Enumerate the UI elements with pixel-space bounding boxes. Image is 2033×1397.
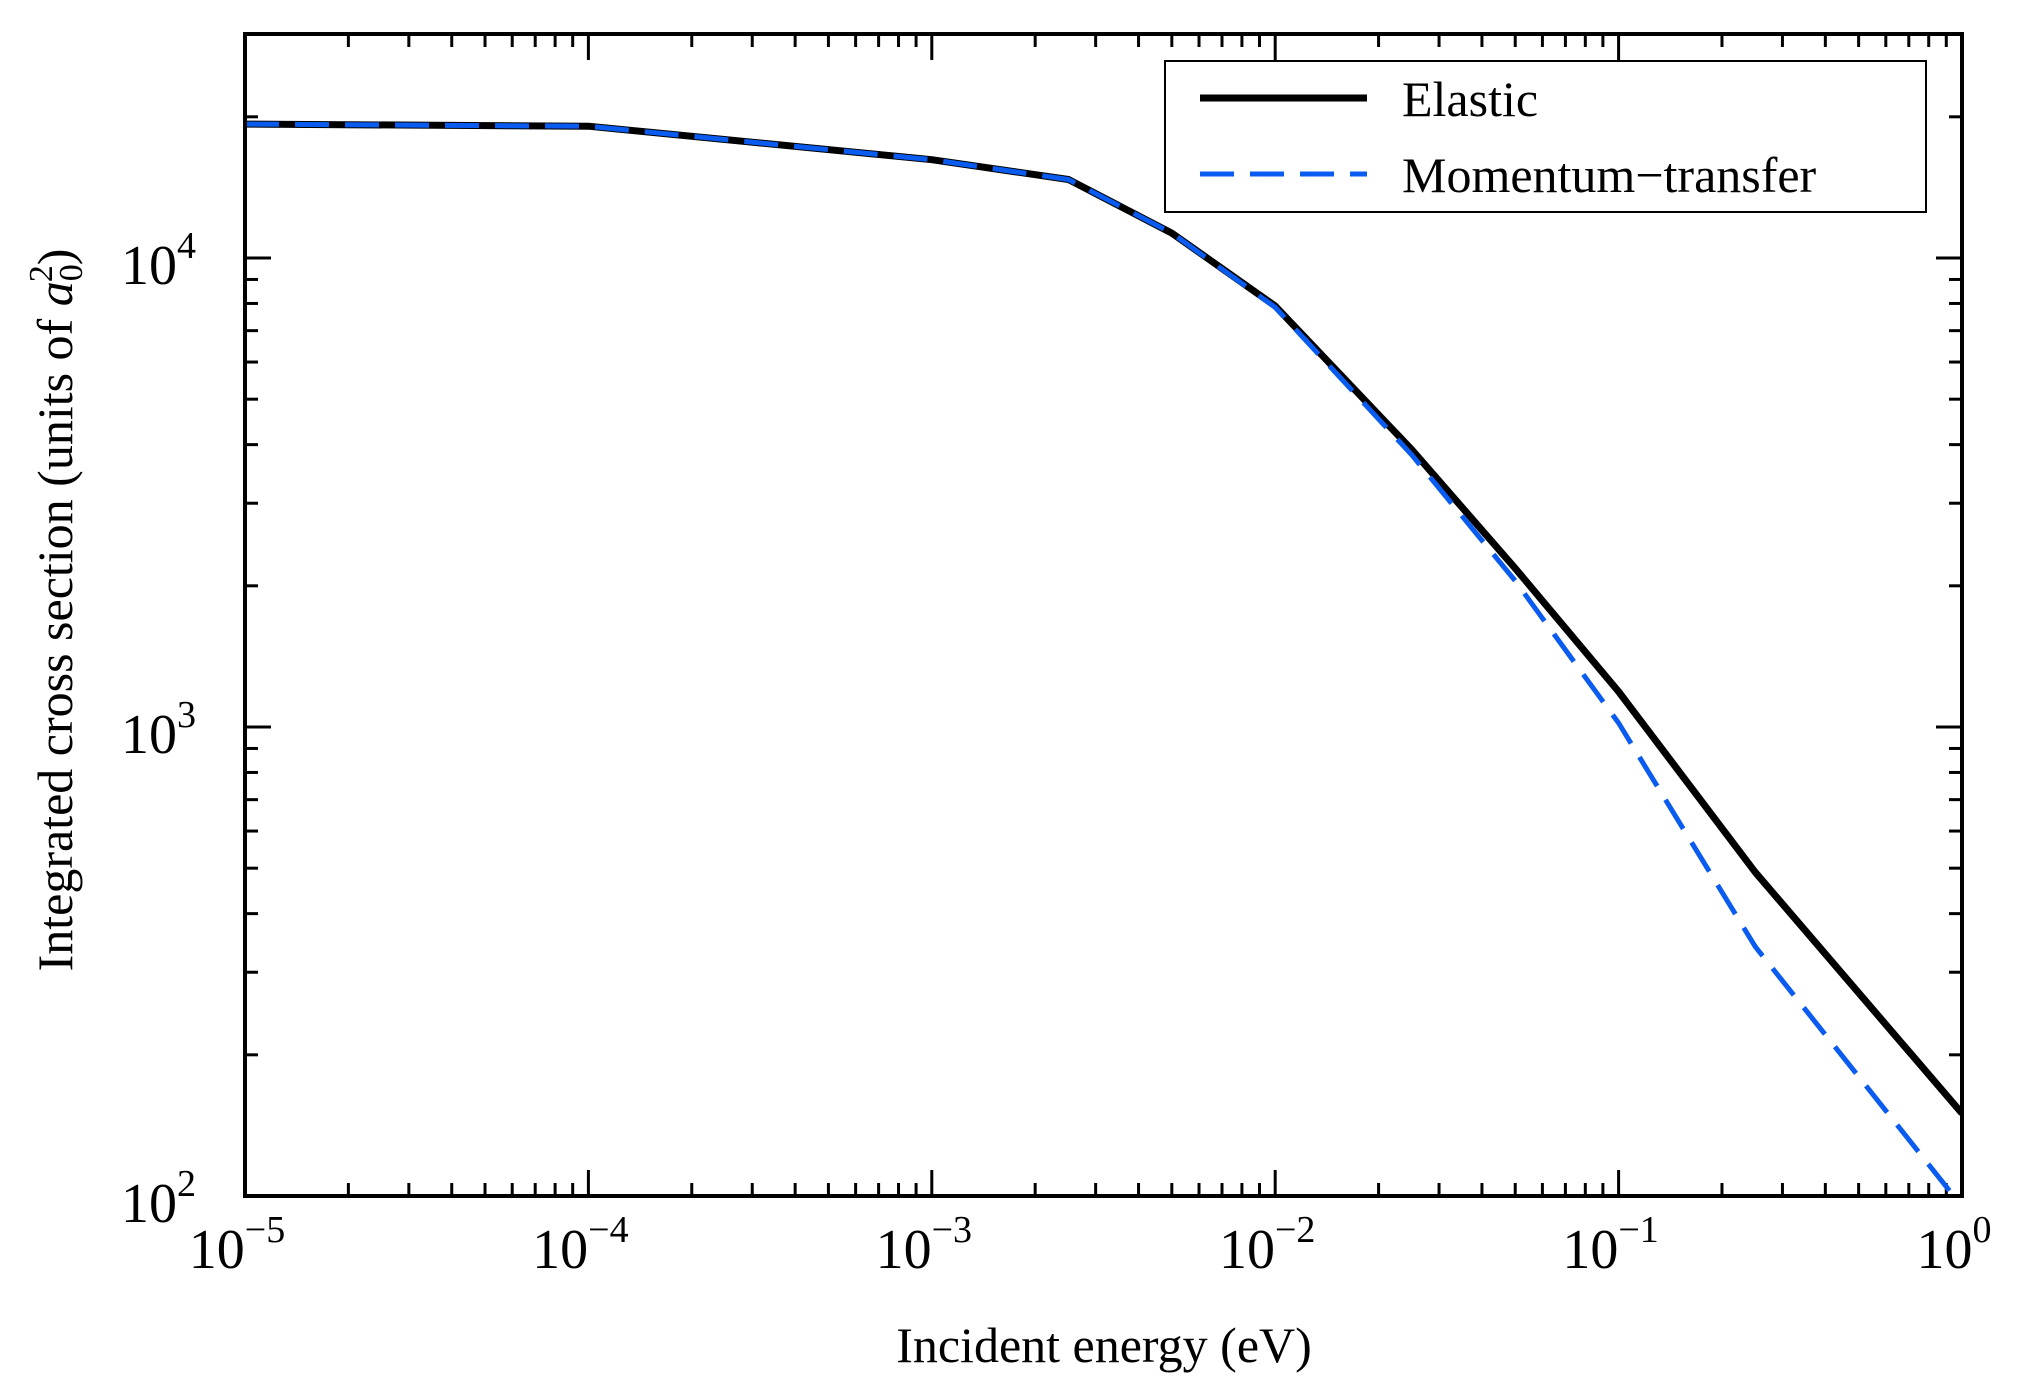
x-axis-label: Incident energy (eV) — [896, 1317, 1312, 1373]
y-axis-label-text: Integrated cross section (units of — [27, 306, 83, 971]
y-tick-label: 104 — [121, 225, 196, 297]
y-tick-label: 102 — [121, 1163, 196, 1235]
y-axis-label: Integrated cross section (units of a02) — [23, 249, 90, 972]
series-momentum-transfer-line — [245, 121, 1957, 1196]
y-tick-label: 103 — [121, 694, 196, 766]
y-axis-label-close: ) — [27, 249, 83, 266]
x-tick-label: 10−1 — [1562, 1209, 1658, 1281]
legend-label-elastic: Elastic — [1402, 71, 1538, 127]
x-tick-label: 10−4 — [532, 1209, 628, 1281]
plot-frame — [243, 32, 1964, 1198]
legend-box — [1164, 60, 1927, 213]
x-tick-labels: 10−5 10−4 10−3 10−2 10−1 100 — [189, 1209, 1992, 1281]
x-tick-label: 10−3 — [876, 1209, 972, 1281]
y-axis-label-symbol: a — [27, 281, 83, 306]
plot-lines — [245, 120, 1962, 1196]
x-tick-label: 10−2 — [1219, 1209, 1315, 1281]
y-tick-labels: 102 103 104 — [121, 225, 196, 1235]
x-tick-label: 100 — [1917, 1209, 1992, 1281]
svg-text:Integrated cross section (unit: Integrated cross section (units of a02) — [23, 249, 90, 972]
minor-ticks — [245, 32, 1962, 1196]
series-elastic-line — [245, 120, 1962, 1116]
legend: Elastic Momentum−transfer — [1164, 60, 1927, 213]
y-axis-label-subscript: 0 — [53, 264, 90, 281]
x-tick-label: 10−5 — [189, 1209, 285, 1281]
legend-label-momentum-transfer: Momentum−transfer — [1402, 147, 1817, 203]
y-axis-label-superscript: 2 — [23, 265, 60, 282]
